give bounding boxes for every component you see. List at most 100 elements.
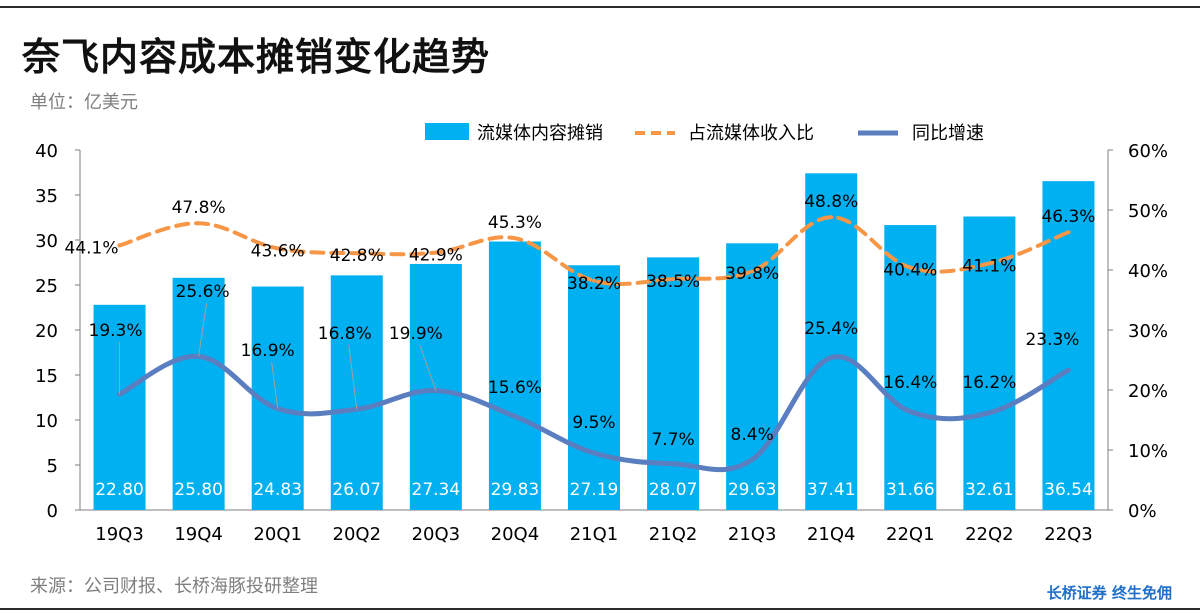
left-tick-label: 35 bbox=[35, 186, 58, 207]
right-tick-label: 0% bbox=[1128, 501, 1157, 522]
x-tick-label: 21Q1 bbox=[570, 524, 619, 545]
ratio-value-label: 42.9% bbox=[409, 246, 463, 266]
growth-value-label: 16.8% bbox=[318, 324, 372, 344]
growth-value-label: 9.5% bbox=[572, 413, 615, 433]
ratio-value-label: 40.4% bbox=[883, 261, 937, 281]
bar bbox=[409, 263, 462, 510]
legend-label-ratio: 占流媒体收入比 bbox=[688, 123, 814, 144]
growth-value-label: 16.9% bbox=[241, 341, 295, 361]
bar-value-label: 22.80 bbox=[95, 480, 144, 500]
source-note: 来源：公司财报、长桥海豚投研整理 bbox=[30, 576, 318, 597]
growth-value-label: 16.2% bbox=[962, 373, 1016, 393]
x-tick-label: 22Q3 bbox=[1044, 524, 1093, 545]
growth-value-label: 25.4% bbox=[804, 319, 858, 339]
right-tick-label: 40% bbox=[1128, 261, 1168, 282]
growth-label-leader bbox=[419, 344, 437, 391]
right-tick-label: 50% bbox=[1128, 201, 1168, 222]
growth-label-leader bbox=[348, 344, 358, 410]
ratio-point bbox=[512, 236, 517, 241]
bar-value-label: 32.61 bbox=[965, 480, 1014, 500]
bar-value-label: 25.80 bbox=[174, 480, 223, 500]
x-tick-label: 22Q1 bbox=[886, 524, 935, 545]
right-tick-label: 30% bbox=[1128, 321, 1168, 342]
ratio-value-label: 42.8% bbox=[330, 246, 384, 266]
ratio-value-label: 39.8% bbox=[725, 264, 779, 284]
ratio-point bbox=[275, 246, 280, 251]
ratio-point bbox=[671, 277, 676, 281]
legend-swatch-bar bbox=[425, 123, 469, 140]
ratio-point bbox=[196, 221, 201, 226]
ratio-point bbox=[908, 265, 913, 270]
growth-value-label: 16.4% bbox=[883, 373, 937, 393]
left-tick-label: 10 bbox=[35, 411, 58, 432]
ratio-point bbox=[1066, 230, 1071, 235]
bar-value-label: 31.66 bbox=[886, 480, 935, 500]
bar bbox=[1042, 181, 1095, 510]
x-tick-label: 19Q3 bbox=[95, 524, 144, 545]
ratio-point bbox=[750, 269, 755, 274]
ratio-value-label: 38.2% bbox=[567, 274, 621, 294]
left-tick-label: 40 bbox=[35, 141, 58, 162]
brand-tagline: 长桥证券 终生免佣 bbox=[1046, 584, 1172, 602]
top-rule bbox=[0, 6, 1200, 8]
left-tick-label: 20 bbox=[35, 321, 58, 342]
ratio-value-label: 43.6% bbox=[251, 241, 305, 261]
x-tick-label: 20Q3 bbox=[412, 524, 461, 545]
growth-value-label: 19.3% bbox=[89, 321, 143, 341]
bar-value-label: 27.34 bbox=[412, 480, 461, 500]
x-tick-label: 21Q3 bbox=[728, 524, 777, 545]
growth-label-leader bbox=[271, 361, 279, 409]
x-tick-label: 20Q2 bbox=[333, 524, 382, 545]
ratio-value-label: 44.1% bbox=[65, 238, 119, 258]
legend-label-growth: 同比增速 bbox=[912, 123, 984, 144]
bar-value-label: 26.07 bbox=[332, 480, 381, 500]
ratio-value-label: 46.3% bbox=[1041, 207, 1095, 227]
left-tick-label: 15 bbox=[35, 366, 58, 387]
ratio-point bbox=[433, 250, 438, 255]
growth-value-label: 23.3% bbox=[1025, 330, 1079, 350]
bar bbox=[93, 304, 146, 510]
bar-value-label: 29.63 bbox=[728, 480, 777, 500]
bar-value-label: 36.54 bbox=[1044, 480, 1093, 500]
growth-label-leader bbox=[198, 302, 208, 357]
bar-value-label: 37.41 bbox=[807, 480, 856, 500]
bar bbox=[488, 241, 541, 510]
growth-value-label: 7.7% bbox=[651, 430, 694, 450]
ratio-value-label: 47.8% bbox=[172, 198, 226, 218]
ratio-value-label: 48.8% bbox=[804, 192, 858, 212]
growth-value-label: 19.9% bbox=[389, 324, 443, 344]
x-tick-label: 20Q1 bbox=[253, 524, 302, 545]
growth-value-label: 15.6% bbox=[488, 378, 542, 398]
legend-label-bar: 流媒体内容摊销 bbox=[477, 123, 603, 144]
bar bbox=[172, 277, 225, 510]
right-tick-label: 10% bbox=[1128, 441, 1168, 462]
bar bbox=[647, 257, 700, 510]
ratio-point bbox=[354, 251, 359, 256]
bar-value-label: 24.83 bbox=[253, 480, 302, 500]
bar bbox=[805, 173, 858, 510]
x-tick-label: 21Q2 bbox=[649, 524, 698, 545]
ratio-value-label: 45.3% bbox=[488, 213, 542, 233]
bar bbox=[568, 265, 620, 510]
ratio-value-label: 38.5% bbox=[646, 272, 700, 292]
bar-value-label: 28.07 bbox=[649, 480, 698, 500]
bar bbox=[330, 275, 383, 510]
left-tick-label: 25 bbox=[35, 276, 58, 297]
ratio-point bbox=[592, 278, 596, 283]
right-tick-label: 20% bbox=[1128, 381, 1168, 402]
bar-value-label: 27.19 bbox=[570, 480, 619, 500]
x-tick-label: 19Q4 bbox=[174, 524, 223, 545]
ratio-point bbox=[987, 261, 992, 266]
right-tick-label: 60% bbox=[1128, 141, 1168, 162]
unit-label: 单位：亿美元 bbox=[30, 92, 138, 113]
bar-value-label: 29.83 bbox=[491, 480, 540, 500]
left-tick-label: 30 bbox=[35, 231, 58, 252]
growth-value-label: 8.4% bbox=[731, 425, 774, 445]
left-tick-label: 5 bbox=[47, 456, 58, 477]
page-title: 奈飞内容成本摊销变化趋势 bbox=[22, 35, 491, 79]
left-tick-label: 0 bbox=[47, 501, 58, 522]
ratio-point bbox=[117, 243, 122, 248]
x-tick-label: 22Q2 bbox=[965, 524, 1014, 545]
x-tick-label: 21Q4 bbox=[807, 524, 856, 545]
